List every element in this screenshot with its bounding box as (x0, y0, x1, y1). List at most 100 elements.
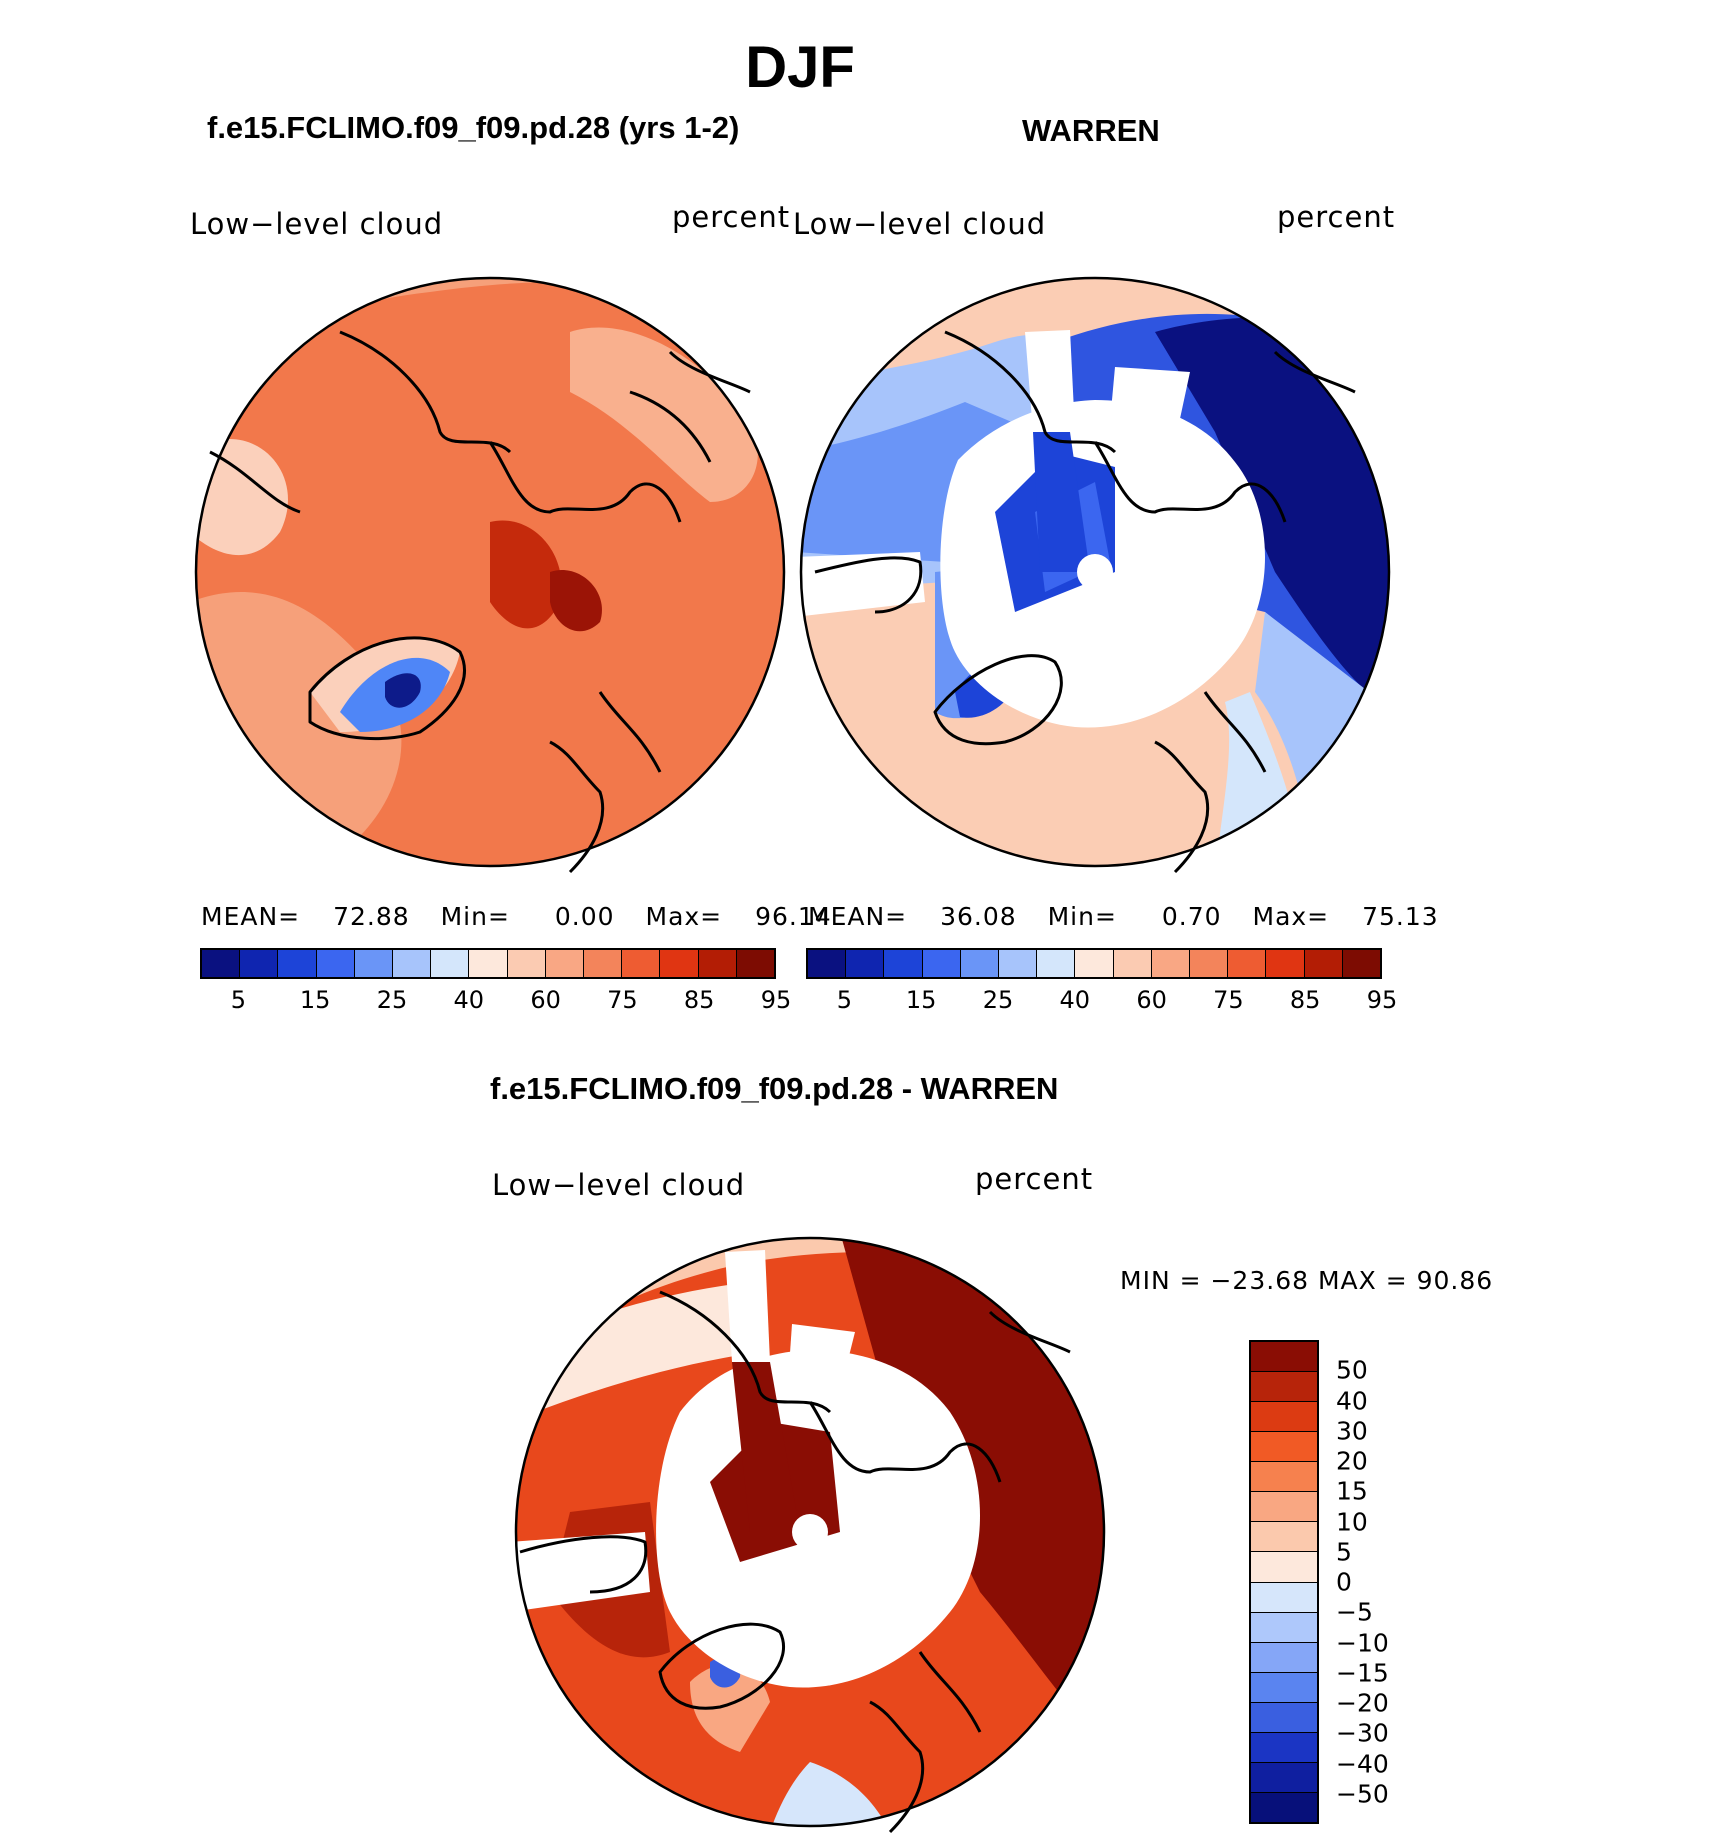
diff-colorbar-swatch (1251, 1492, 1317, 1523)
panel1-colorbar-tick-label: 60 (530, 986, 561, 1014)
diff-colorbar-tick-label: −40 (1336, 1749, 1389, 1778)
panel1-colorbar-swatch (316, 950, 355, 977)
diff-colorbar-tick-label: 0 (1336, 1567, 1352, 1597)
panel2-colorbar-swatch (960, 950, 1000, 977)
panel2-colorbar-swatch (1075, 950, 1114, 977)
panel1-colorbar-tick-label: 95 (760, 986, 792, 1014)
panel2-min-label: Min= (1047, 902, 1117, 931)
panel2-colorbar-swatch (884, 950, 923, 977)
panel1-colorbar-swatch (545, 950, 585, 977)
panel2-colorbar-swatch (846, 950, 885, 977)
panel1-variable-label: Low−level cloud (190, 207, 444, 241)
panel1-mean-label: MEAN= (201, 902, 301, 931)
diff-colorbar-tick-label: −20 (1336, 1688, 1389, 1718)
panel1-colorbar-swatch (393, 950, 432, 977)
panel2-title: WARREN (1022, 113, 1160, 148)
diff-colorbar-tick-label: 15 (1336, 1476, 1368, 1506)
panel2-colorbar-tick-label: 25 (982, 986, 1014, 1014)
panel1-min-value: 0.00 (554, 902, 615, 931)
panel1-units-label: percent (672, 200, 791, 234)
panel2-colorbar-swatch (808, 950, 847, 977)
diff-colorbar-tick-label: 30 (1336, 1416, 1368, 1446)
panel1-max-value: 96.14 (755, 902, 832, 931)
panel1-colorbar-tick-label: 40 (453, 986, 485, 1014)
diff-colorbar-swatch (1251, 1582, 1317, 1613)
diff-colorbar-swatch (1251, 1612, 1317, 1643)
panel1-colorbar-tick-label: 85 (683, 986, 715, 1014)
panel1-colorbar-tick-label: 15 (299, 986, 331, 1014)
panel1-colorbar-tick-label: 5 (230, 986, 247, 1014)
panel2-colorbar-tick-label: 95 (1366, 986, 1398, 1014)
diff-colorbar-swatch (1251, 1762, 1317, 1793)
panel1-colorbar-swatch (469, 950, 508, 977)
diff-colorbar-tick-label: 20 (1336, 1446, 1368, 1476)
panel2-colorbar-swatch (1037, 950, 1076, 977)
diff-colorbar-tick-label: 5 (1336, 1537, 1352, 1567)
panel1-colorbar-tick-label: 25 (376, 986, 408, 1014)
panel1-stats: MEAN= 72.88 Min= 0.00 Max= 96.14 (201, 902, 832, 931)
panel1-colorbar-swatch (660, 950, 699, 977)
panel1-colorbar-ticks: 5 15 25 40 60 75 85 95 (200, 986, 792, 1016)
diff-colorbar-swatch (1251, 1342, 1317, 1373)
panel2-colorbar-ticks: 5 15 25 40 60 75 85 95 (806, 986, 1398, 1016)
panel3-variable-label: Low−level cloud (492, 1168, 746, 1202)
diff-colorbar-swatch (1251, 1462, 1317, 1493)
diff-colorbar-swatch (1251, 1432, 1317, 1463)
panel2-max-label: Max= (1252, 902, 1330, 931)
panel1-colorbar-swatch (431, 950, 470, 977)
panel1-colorbar-swatch (240, 950, 279, 977)
panel3-min-max: MIN = −23.68 MAX = 90.86 (1120, 1266, 1494, 1295)
panel2-colorbar-tick-label: 85 (1289, 986, 1321, 1014)
panel2-variable-label: Low−level cloud (793, 207, 1047, 241)
panel2-colorbar-swatch (1342, 950, 1381, 977)
panel2-colorbar-swatch (922, 950, 961, 977)
diff-colorbar-tick-label: −15 (1336, 1658, 1389, 1688)
panel3-polar-map (514, 1236, 1106, 1834)
diff-colorbar-swatch (1251, 1672, 1317, 1703)
panel2-min-value: 0.70 (1161, 902, 1222, 931)
panel2-colorbar-tick-label: 15 (905, 986, 937, 1014)
panel2-colorbar-tick-label: 75 (1213, 986, 1244, 1014)
diff-colorbar-swatch (1251, 1372, 1317, 1403)
panel2-stats: MEAN= 36.08 Min= 0.70 Max= 75.13 (808, 902, 1439, 931)
diff-colorbar-swatch (1251, 1642, 1317, 1673)
panel2-colorbar-tick-label: 40 (1059, 986, 1091, 1014)
panel1-polar-map (194, 276, 786, 874)
panel2-colorbar-swatch (1151, 950, 1191, 977)
panel2-polar-map (799, 276, 1391, 874)
panel2-colorbar-tick-label: 5 (836, 986, 853, 1014)
diff-colorbar-tick-label: 50 (1336, 1355, 1368, 1385)
diff-colorbar-swatch (1251, 1522, 1317, 1553)
panel2-colorbar-swatch (1190, 950, 1229, 977)
diff-colorbar-tick-label: 40 (1336, 1386, 1368, 1415)
panel2-colorbar-swatch (1228, 950, 1267, 977)
diff-colorbar-swatch (1251, 1732, 1317, 1763)
diff-colorbar (1249, 1340, 1319, 1824)
diff-colorbar-tick-label: −5 (1336, 1597, 1373, 1627)
panel2-colorbar-swatch (1266, 950, 1305, 977)
panel2-mean-label: MEAN= (808, 902, 908, 931)
diff-colorbar-swatch (1251, 1792, 1317, 1822)
panel1-title: f.e15.FCLIMO.f09_f09.pd.28 (yrs 1-2) (207, 110, 740, 145)
panel1-colorbar-swatch (202, 950, 241, 977)
panel2-colorbar-swatch (1113, 950, 1152, 977)
panel1-min-label: Min= (440, 902, 510, 931)
panel1-colorbar-swatch (507, 950, 546, 977)
panel1-colorbar-swatch (736, 950, 775, 977)
figure-title: DJF (745, 35, 855, 100)
panel2-mean-value: 36.08 (940, 902, 1017, 931)
diff-colorbar-tick-label: −10 (1336, 1628, 1389, 1657)
diff-colorbar-swatch (1251, 1702, 1317, 1733)
panel2-colorbar-swatch (999, 950, 1038, 977)
panel2-units-label: percent (1277, 200, 1396, 234)
diff-colorbar-tick-label: −30 (1336, 1718, 1389, 1748)
panel1-mean-value: 72.88 (333, 902, 410, 931)
panel3-title: f.e15.FCLIMO.f09_f09.pd.28 - WARREN (490, 1071, 1059, 1106)
panel1-colorbar-tick-label: 75 (607, 986, 638, 1014)
panel2-max-value: 75.13 (1362, 902, 1439, 931)
panel2-colorbar-swatch (1304, 950, 1343, 977)
diff-colorbar-tick-label: −50 (1336, 1779, 1389, 1809)
panel2-colorbar-tick-label: 60 (1136, 986, 1167, 1014)
panel3-units-label: percent (975, 1162, 1094, 1196)
panel1-colorbar-swatch (354, 950, 394, 977)
